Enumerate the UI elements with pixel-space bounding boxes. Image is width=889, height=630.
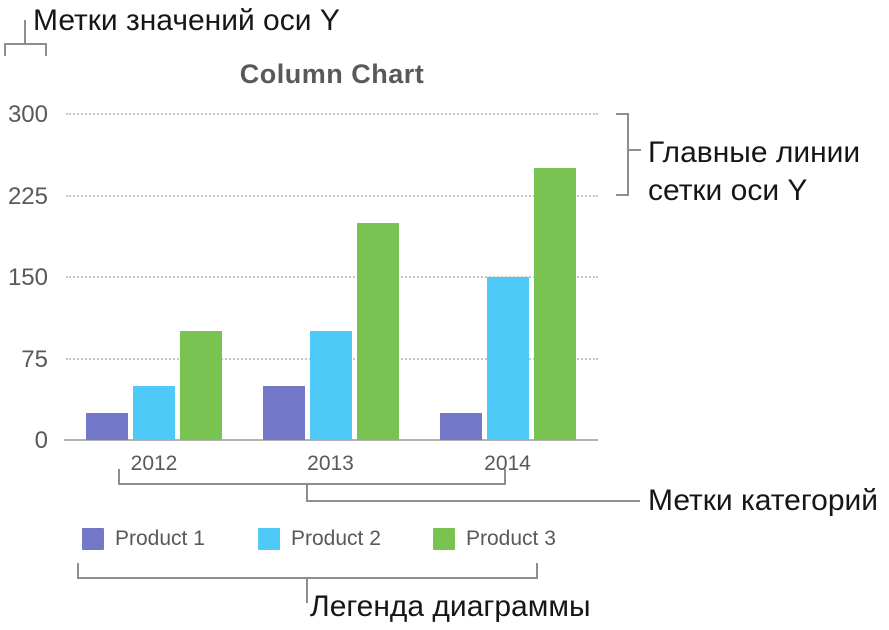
bracket-categories-stem xyxy=(306,484,640,502)
category-label-2014: 2014 xyxy=(484,452,531,475)
bracket-gridlines xyxy=(616,113,629,196)
category-label-2012: 2012 xyxy=(130,452,178,475)
legend-label: Product 2 xyxy=(291,527,381,550)
y-tick-label: 0 xyxy=(34,427,48,454)
bracket-legend xyxy=(77,563,538,579)
annotation-y-value-labels: Метки значений оси Y xyxy=(33,4,340,37)
gridline-150 xyxy=(66,276,598,278)
legend-label: Product 3 xyxy=(466,527,556,550)
annotation-y-gridlines: Главные линии сетки оси Y xyxy=(648,134,860,210)
bar-product-2-2012 xyxy=(133,385,175,440)
chart-title: Column Chart xyxy=(239,59,425,89)
bar-product-3-2014 xyxy=(533,168,576,440)
annotation-chart-legend: Легенда диаграммы xyxy=(310,590,591,623)
bar-product-2-2014 xyxy=(486,277,529,440)
y-tick-label: 150 xyxy=(7,264,48,291)
gridline-225 xyxy=(66,194,598,197)
annotation-category-labels: Метки категорий xyxy=(648,484,879,517)
annotation-y-gridlines-line2: сетки оси Y xyxy=(648,174,808,207)
bar-product-3-2013 xyxy=(356,222,399,440)
bar-product-1-2014 xyxy=(439,412,482,440)
bar-product-2-2013 xyxy=(309,331,352,440)
bar-product-1-2013 xyxy=(262,385,305,440)
annotation-y-gridlines-line1: Главные линии xyxy=(648,136,861,169)
legend-label: Product 1 xyxy=(115,527,205,550)
y-tick-label: 225 xyxy=(7,182,48,210)
legend-swatch xyxy=(433,528,455,550)
bar-product-3-2012 xyxy=(180,331,222,440)
category-label-2013: 2013 xyxy=(307,452,354,475)
legend-swatch xyxy=(258,528,280,550)
bracket-y-labels xyxy=(4,43,47,56)
gridline-300 xyxy=(66,113,598,115)
bar-product-1-2012 xyxy=(86,412,128,440)
legend-swatch xyxy=(82,528,104,550)
y-tick-label: 75 xyxy=(21,345,48,373)
x-axis-line xyxy=(64,439,598,441)
y-tick-label: 300 xyxy=(7,101,48,128)
